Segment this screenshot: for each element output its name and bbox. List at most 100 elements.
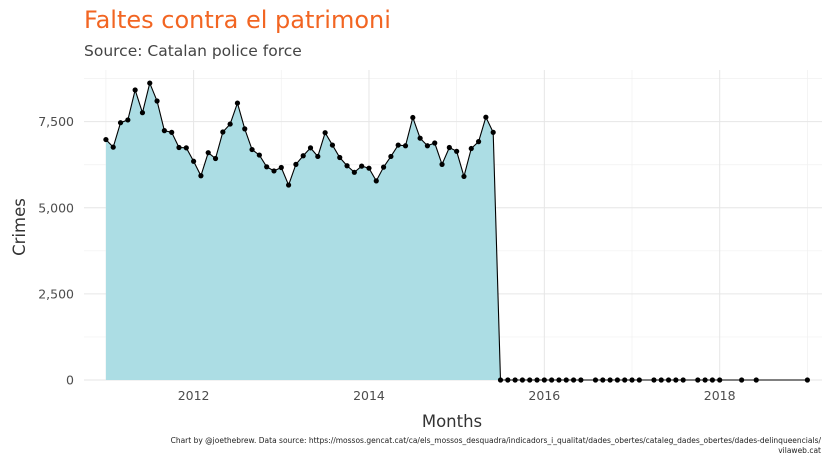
data-point bbox=[242, 126, 248, 132]
data-point bbox=[264, 164, 270, 170]
data-point bbox=[285, 182, 292, 188]
x-tick-label: 2014 bbox=[353, 388, 385, 403]
x-tick-label: 2018 bbox=[704, 388, 736, 403]
data-point bbox=[169, 129, 175, 135]
x-tick-label: 2012 bbox=[178, 388, 210, 403]
y-tick-label: 5,000 bbox=[38, 200, 74, 215]
caption-source: Chart by @joethebrew. Data source: https… bbox=[170, 436, 821, 445]
chart-subtitle: Source: Catalan police force bbox=[84, 42, 302, 60]
data-point bbox=[300, 153, 306, 159]
data-point bbox=[629, 377, 635, 383]
data-point bbox=[220, 129, 226, 135]
data-point bbox=[614, 377, 621, 383]
data-point bbox=[534, 377, 540, 383]
data-point bbox=[563, 377, 569, 383]
data-point bbox=[256, 152, 262, 158]
data-point bbox=[366, 165, 372, 171]
data-point bbox=[454, 148, 460, 154]
data-point bbox=[271, 168, 277, 174]
data-point bbox=[680, 377, 686, 383]
chart-caption: Chart by @joethebrew. Data source: https… bbox=[171, 436, 821, 456]
y-tick-label: 0 bbox=[66, 373, 74, 388]
data-point bbox=[315, 153, 321, 160]
data-point bbox=[468, 145, 474, 152]
data-point bbox=[541, 377, 547, 383]
caption-site: vilaweb.cat bbox=[778, 446, 821, 455]
data-point bbox=[651, 377, 657, 383]
y-axis-title: Crimes bbox=[10, 198, 29, 256]
data-point bbox=[373, 178, 379, 184]
data-point bbox=[110, 144, 116, 150]
data-point bbox=[147, 80, 153, 86]
data-point bbox=[402, 143, 409, 149]
data-point bbox=[234, 100, 241, 106]
data-point bbox=[636, 377, 642, 383]
data-point bbox=[380, 164, 387, 170]
series-area bbox=[105, 83, 501, 380]
y-tick-label: 2,500 bbox=[38, 286, 74, 301]
data-point bbox=[395, 142, 401, 148]
data-point bbox=[322, 130, 328, 136]
data-point bbox=[329, 142, 336, 148]
data-point bbox=[388, 153, 394, 160]
data-point bbox=[483, 114, 489, 120]
data-point bbox=[132, 87, 138, 93]
data-point bbox=[307, 145, 314, 151]
data-point bbox=[549, 377, 555, 383]
data-point bbox=[424, 143, 431, 149]
data-point bbox=[212, 155, 219, 162]
data-point bbox=[739, 377, 745, 383]
data-point bbox=[505, 377, 511, 383]
data-point bbox=[337, 154, 343, 161]
data-point bbox=[709, 377, 715, 383]
data-point bbox=[665, 377, 672, 383]
y-axis-ticks: 0 2,500 5,000 7,500 bbox=[38, 114, 74, 387]
data-point bbox=[622, 377, 628, 383]
data-point bbox=[344, 163, 350, 169]
data-point bbox=[717, 377, 723, 383]
data-point bbox=[497, 377, 504, 383]
data-point bbox=[519, 377, 526, 383]
data-point bbox=[702, 377, 708, 383]
data-point bbox=[176, 144, 182, 151]
data-point bbox=[103, 136, 109, 143]
data-point bbox=[695, 377, 701, 383]
x-axis-ticks: 2012 2014 2016 2018 bbox=[178, 388, 736, 403]
data-point bbox=[278, 164, 284, 171]
area-fill bbox=[105, 83, 501, 380]
data-point bbox=[490, 129, 496, 135]
data-point bbox=[570, 377, 577, 383]
data-point bbox=[205, 150, 211, 156]
data-point bbox=[658, 377, 664, 383]
data-point bbox=[417, 135, 423, 141]
data-point bbox=[161, 128, 167, 134]
data-point bbox=[183, 145, 189, 151]
data-point bbox=[249, 146, 255, 153]
data-point bbox=[512, 377, 518, 383]
data-point bbox=[432, 140, 438, 146]
chart-title: Faltes contra el patrimoni bbox=[84, 6, 391, 34]
data-point bbox=[139, 110, 146, 116]
series-points bbox=[103, 80, 810, 383]
x-axis-title: Months bbox=[422, 412, 482, 431]
data-point bbox=[125, 117, 131, 123]
data-point bbox=[359, 163, 365, 169]
data-point bbox=[578, 377, 584, 383]
data-point bbox=[475, 139, 482, 145]
data-point bbox=[439, 161, 445, 167]
data-point bbox=[154, 98, 160, 104]
data-point bbox=[592, 377, 599, 383]
data-point bbox=[198, 173, 204, 179]
x-tick-label: 2016 bbox=[528, 388, 560, 403]
data-point bbox=[117, 120, 124, 126]
data-point bbox=[227, 121, 233, 127]
data-point bbox=[446, 144, 452, 151]
data-point bbox=[191, 158, 197, 164]
data-point bbox=[410, 114, 416, 121]
data-point bbox=[556, 377, 562, 383]
data-point bbox=[351, 169, 357, 175]
data-point bbox=[804, 377, 810, 383]
data-point bbox=[673, 377, 679, 383]
data-point bbox=[753, 377, 759, 383]
